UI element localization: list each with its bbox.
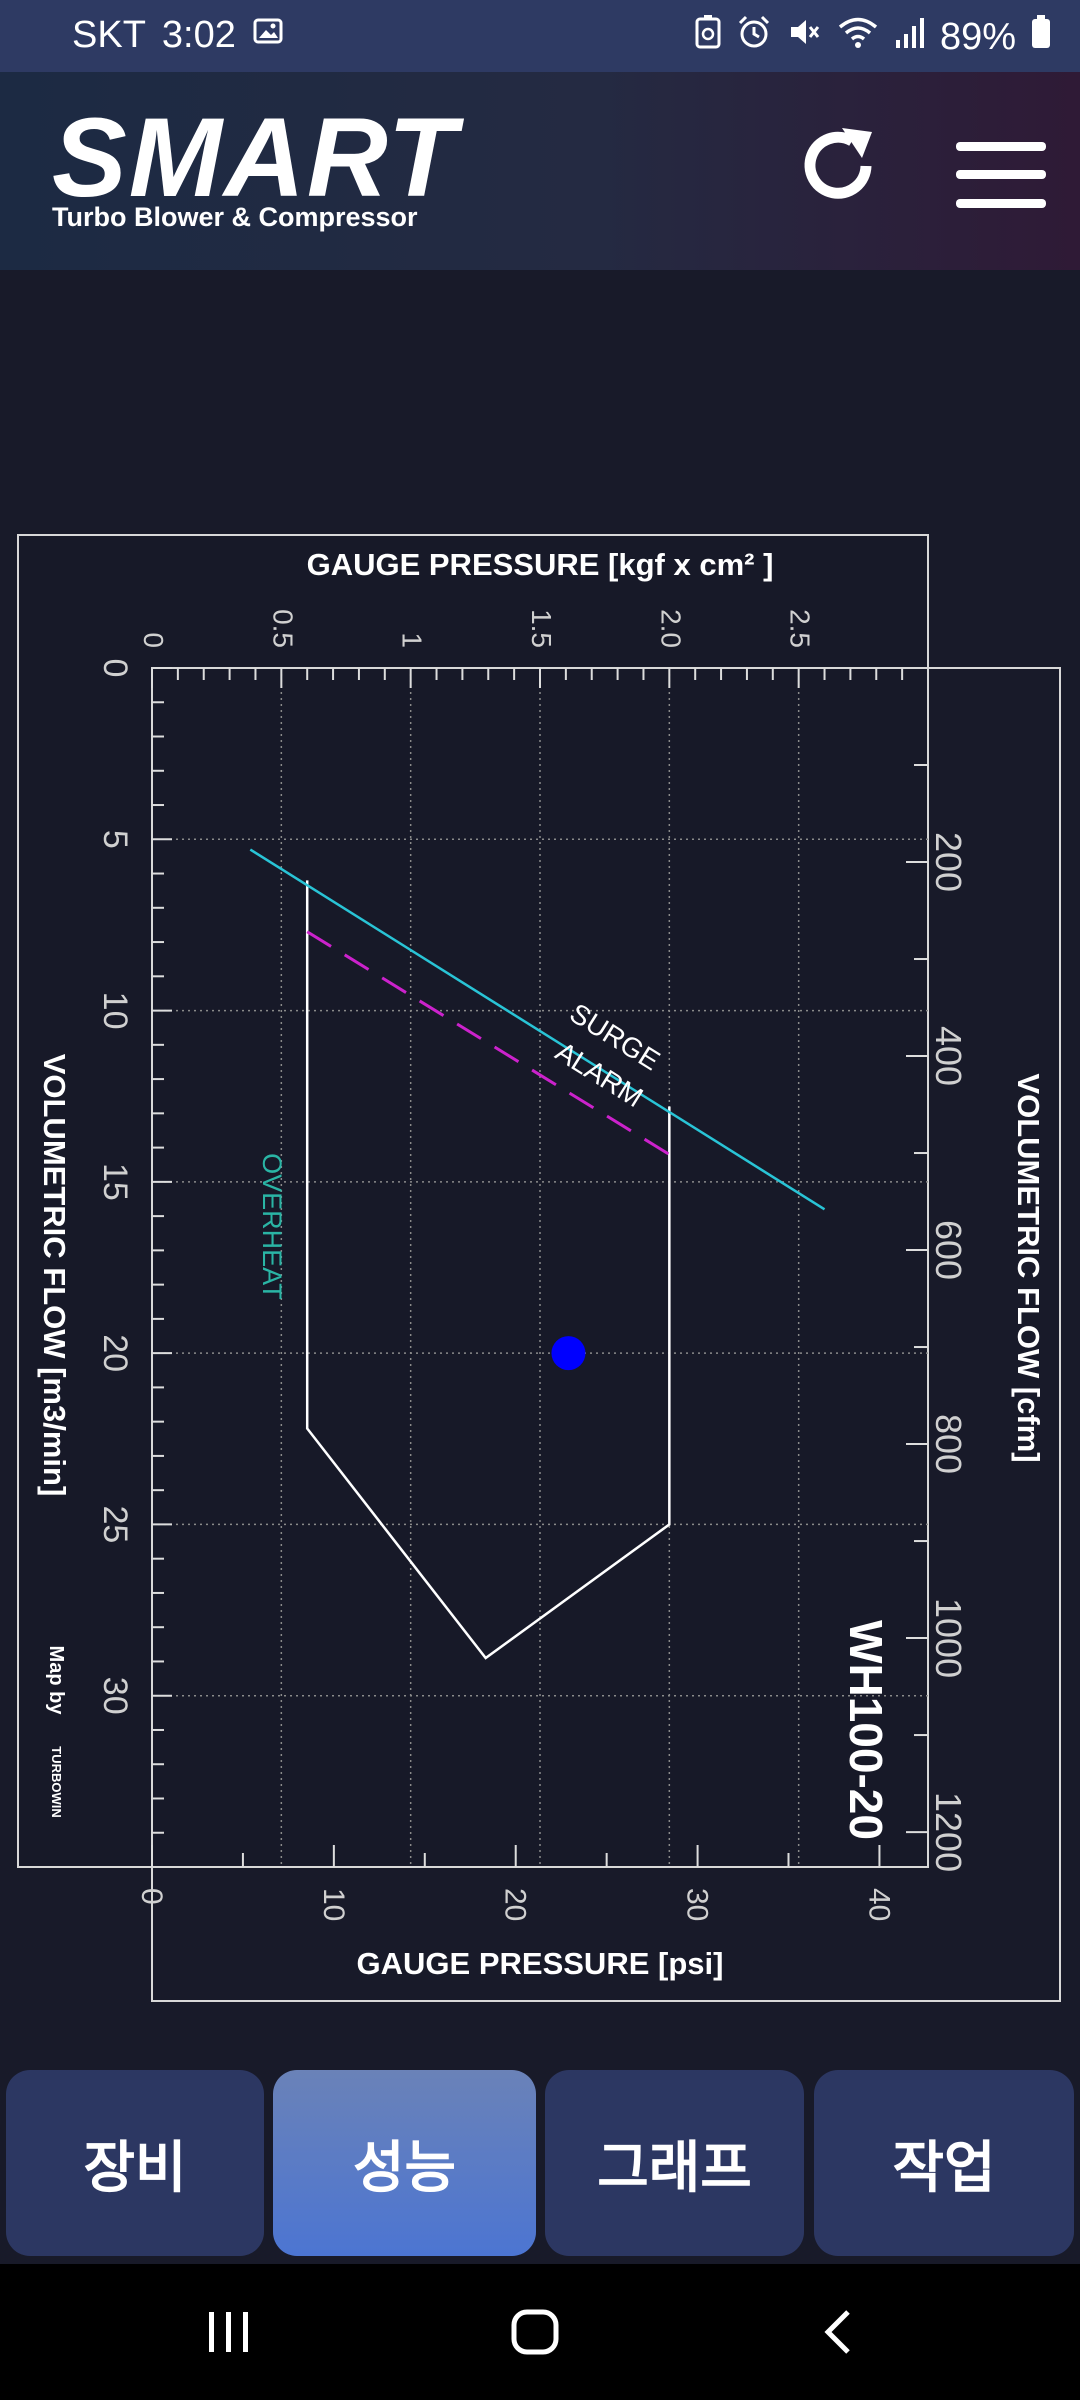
right-tick-label: 800 bbox=[928, 1414, 969, 1474]
credit-text: Map by bbox=[45, 1646, 67, 1716]
performance-map: GAUGE PRESSURE [kgf x cm² ] GAUGE PRESSU… bbox=[0, 500, 1080, 2040]
bottom-tick-label: 20 bbox=[499, 1888, 532, 1921]
tab-performance[interactable]: 성능 bbox=[273, 2070, 536, 2256]
alarm-icon bbox=[736, 14, 772, 60]
status-bar: SKT 3:02 89% bbox=[0, 0, 1080, 72]
left-tick-label: 15 bbox=[96, 1163, 134, 1201]
refresh-icon bbox=[804, 128, 872, 199]
bottom-tick-label: 30 bbox=[681, 1888, 714, 1921]
system-nav-bar bbox=[0, 2264, 1080, 2400]
signal-icon bbox=[894, 14, 926, 60]
recents-icon bbox=[209, 2312, 248, 2352]
tab-equipment-label: 장비 bbox=[83, 2135, 187, 2199]
top-tick-label: 0 bbox=[138, 632, 169, 648]
tab-graph[interactable]: 그래프 bbox=[545, 2070, 804, 2256]
chart-frame-inner bbox=[151, 667, 1061, 2002]
right-tick-label: 1000 bbox=[928, 1598, 969, 1678]
model-label: WH100-20 bbox=[840, 1620, 892, 1840]
clock-text: 3:02 bbox=[161, 14, 236, 56]
top-tick-label: 1.5 bbox=[526, 609, 557, 648]
overheat-label: OVERHEAT bbox=[257, 1153, 287, 1300]
right-tick-label: 1200 bbox=[928, 1792, 969, 1872]
left-tick-label: 0 bbox=[96, 659, 134, 678]
operating-point bbox=[551, 1336, 586, 1371]
brand-subtitle: Turbo Blower & Compressor bbox=[52, 202, 418, 232]
battery-percent: 89% bbox=[939, 15, 1016, 58]
left-tick-label: 20 bbox=[96, 1334, 134, 1372]
chart-frame-outer bbox=[17, 534, 929, 1868]
left-tick-label: 5 bbox=[96, 830, 134, 849]
home-icon bbox=[511, 2309, 559, 2355]
home-button[interactable] bbox=[510, 2308, 560, 2361]
bottom-tick-label: 0 bbox=[135, 1888, 168, 1905]
back-button[interactable] bbox=[818, 2308, 858, 2361]
top-axis-title: GAUGE PRESSURE [kgf x cm² ] bbox=[307, 547, 774, 582]
back-icon bbox=[824, 2310, 850, 2354]
left-axis-title: VOLUMETRIC FLOW [m3/min] bbox=[37, 1054, 72, 1497]
top-tick-label: 2.0 bbox=[655, 609, 686, 648]
right-axis-title: VOLUMETRIC FLOW [cfm] bbox=[1011, 1073, 1046, 1462]
performance-chart: GAUGE PRESSURE [kgf x cm² ] GAUGE PRESSU… bbox=[17, 534, 1061, 2002]
tab-work-label: 작업 bbox=[892, 2135, 996, 2199]
left-tick-label: 10 bbox=[96, 992, 134, 1030]
right-tick-label: 400 bbox=[928, 1026, 969, 1086]
tab-equipment[interactable]: 장비 bbox=[6, 2070, 264, 2256]
bottom-nav: 장비 성능 그래프 작업 bbox=[0, 2068, 1080, 2264]
left-tick-label: 25 bbox=[96, 1506, 134, 1544]
tab-graph-label: 그래프 bbox=[597, 2135, 752, 2199]
bottom-tick-label: 40 bbox=[862, 1888, 895, 1921]
brand-logo: SMART bbox=[52, 95, 459, 220]
bottom-axis-title: GAUGE PRESSURE [psi] bbox=[357, 1946, 724, 1981]
recycle-icon bbox=[694, 14, 722, 60]
left-tick-label: 30 bbox=[96, 1677, 134, 1715]
right-tick-label: 200 bbox=[928, 832, 969, 892]
turbowin-logo: TURBOWIN bbox=[49, 1746, 64, 1818]
bottom-tick-label: 10 bbox=[317, 1888, 350, 1921]
operating-envelope bbox=[305, 880, 671, 1660]
top-tick-label: 2.5 bbox=[785, 609, 816, 648]
gallery-icon bbox=[252, 14, 284, 57]
wifi-icon bbox=[836, 14, 880, 60]
top-tick-label: 0.5 bbox=[267, 609, 298, 648]
refresh-button[interactable] bbox=[796, 124, 880, 213]
battery-icon bbox=[1030, 14, 1052, 60]
tab-work[interactable]: 작업 bbox=[814, 2070, 1074, 2256]
top-tick-label: 1 bbox=[397, 632, 428, 648]
right-tick-label: 600 bbox=[928, 1220, 969, 1280]
recents-button[interactable] bbox=[205, 2310, 253, 2359]
menu-icon bbox=[956, 142, 1046, 208]
alarm-line bbox=[306, 930, 671, 1156]
surge-line bbox=[249, 848, 826, 1211]
menu-button[interactable] bbox=[956, 142, 1046, 213]
mute-icon bbox=[786, 14, 822, 60]
tab-performance-label: 성능 bbox=[352, 2135, 457, 2199]
svg-text:TURBOWIN: TURBOWIN bbox=[49, 1746, 64, 1818]
app-header: SMART Turbo Blower & Compressor bbox=[0, 72, 1080, 270]
carrier-text: SKT bbox=[72, 14, 146, 56]
